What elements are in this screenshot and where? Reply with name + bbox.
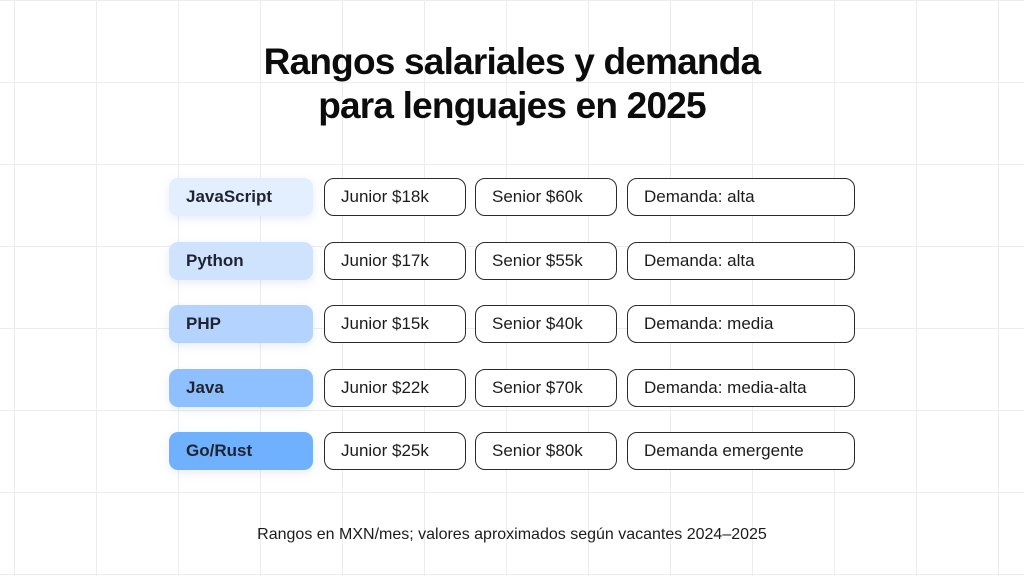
demand-cell: Demanda: alta [627, 241, 855, 280]
senior-salary-cell: Senior $55k [475, 241, 617, 280]
senior-salary-cell: Senior $60k [475, 178, 617, 216]
table-row: Python Junior $17k Senior $55k Demanda: … [169, 241, 857, 280]
demand-cell: Demanda: media [627, 305, 855, 343]
language-label: Go/Rust [169, 432, 313, 470]
demand-cell: Demanda emergente [627, 432, 855, 470]
table-row: Java Junior $22k Senior $70k Demanda: me… [169, 368, 857, 407]
junior-salary-cell: Junior $22k [324, 368, 466, 407]
page-title: Rangos salariales y demanda para lenguaj… [0, 40, 1024, 128]
junior-salary-cell: Junior $15k [324, 305, 466, 343]
language-label: Python [169, 241, 313, 280]
junior-salary-cell: Junior $17k [324, 241, 466, 280]
footnote: Rangos en MXN/mes; valores aproximados s… [257, 526, 767, 543]
title-line-1: Rangos salariales y demanda [263, 41, 761, 82]
table-row: PHP Junior $15k Senior $40k Demanda: med… [169, 305, 857, 343]
title-line-2: para lenguajes en 2025 [318, 85, 706, 126]
language-label: Java [169, 368, 313, 407]
table-row: JavaScript Junior $18k Senior $60k Deman… [169, 178, 857, 216]
salary-table: JavaScript Junior $18k Senior $60k Deman… [169, 178, 857, 496]
senior-salary-cell: Senior $80k [475, 432, 617, 470]
junior-salary-cell: Junior $25k [324, 432, 466, 470]
demand-cell: Demanda: media-alta [627, 368, 855, 407]
junior-salary-cell: Junior $18k [324, 178, 466, 216]
demand-cell: Demanda: alta [627, 178, 855, 216]
senior-salary-cell: Senior $40k [475, 305, 617, 343]
table-row: Go/Rust Junior $25k Senior $80k Demanda … [169, 432, 857, 470]
senior-salary-cell: Senior $70k [475, 368, 617, 407]
language-label: PHP [169, 305, 313, 343]
language-label: JavaScript [169, 178, 313, 216]
